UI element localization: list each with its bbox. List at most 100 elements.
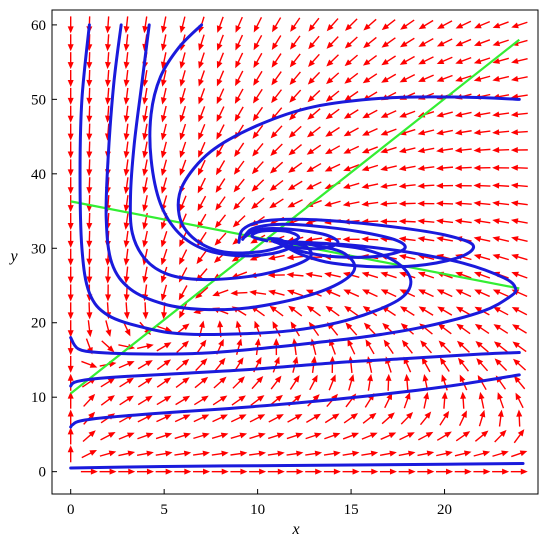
field-arrow-head xyxy=(478,391,485,400)
field-arrow-head xyxy=(370,432,378,439)
field-arrow-head xyxy=(420,340,428,348)
field-arrow-head xyxy=(436,182,444,189)
field-arrow xyxy=(492,200,510,207)
field-arrow xyxy=(380,110,397,118)
field-arrow xyxy=(214,214,227,229)
field-arrow xyxy=(454,147,472,154)
field-arrow-head xyxy=(161,312,168,320)
field-arrow-head xyxy=(108,450,117,457)
field-arrow xyxy=(417,129,435,136)
field-arrow xyxy=(343,289,360,298)
field-arrow xyxy=(288,305,303,317)
field-arrow-head xyxy=(436,236,444,243)
field-arrow-head xyxy=(160,186,167,194)
field-arrow xyxy=(363,36,377,49)
field-arrow xyxy=(251,179,265,192)
field-arrow xyxy=(142,195,149,212)
field-arrow-head xyxy=(306,183,314,190)
field-arrow-head xyxy=(361,165,370,172)
field-arrow xyxy=(137,432,154,440)
field-arrow xyxy=(287,180,303,191)
field-arrow xyxy=(343,413,359,424)
field-arrow xyxy=(362,289,378,298)
field-arrow-head xyxy=(445,450,453,457)
field-arrow-head xyxy=(251,202,259,210)
field-arrow-head xyxy=(290,42,297,50)
field-arrow-head xyxy=(473,129,481,136)
field-arrow xyxy=(380,165,397,172)
field-arrow-head xyxy=(107,345,115,353)
field-arrow-head xyxy=(439,357,447,365)
field-arrow xyxy=(156,377,172,388)
field-arrow-head xyxy=(381,41,389,48)
field-arrow-head xyxy=(455,40,464,47)
field-arrow-head xyxy=(270,148,278,157)
field-arrow-head xyxy=(67,26,74,34)
field-arrow xyxy=(123,52,130,70)
field-arrow-head xyxy=(123,312,130,320)
field-arrow-head xyxy=(361,271,370,278)
field-arrow-head xyxy=(200,358,208,366)
field-arrow xyxy=(379,450,397,457)
field-arrow xyxy=(267,468,285,475)
field-arrow-head xyxy=(399,271,407,278)
field-arrow-head xyxy=(86,133,93,141)
field-arrow xyxy=(436,56,453,64)
field-arrow-head xyxy=(86,97,93,105)
field-arrow-head xyxy=(436,111,444,118)
field-arrow-head xyxy=(236,338,243,346)
field-arrow-head xyxy=(276,432,285,439)
field-arrow-head xyxy=(88,411,96,419)
field-arrow-head xyxy=(464,468,472,475)
field-arrow-head xyxy=(160,293,167,302)
field-arrow-head xyxy=(160,79,167,87)
field-arrow-head xyxy=(89,450,97,456)
field-arrow-head xyxy=(268,289,276,296)
field-arrow-head xyxy=(214,220,222,229)
field-arrow xyxy=(119,395,134,406)
field-arrow xyxy=(251,375,264,390)
field-arrow-head xyxy=(493,341,502,348)
field-arrow xyxy=(253,70,263,86)
field-arrow-head xyxy=(142,150,149,159)
field-arrow-head xyxy=(323,236,332,243)
field-arrow-head xyxy=(198,96,204,105)
field-arrow-head xyxy=(502,468,510,475)
field-arrow-head xyxy=(362,76,371,84)
field-arrow-head xyxy=(313,413,322,420)
field-arrow xyxy=(307,90,321,103)
field-arrow xyxy=(436,74,453,82)
field-arrow-head xyxy=(363,41,371,49)
field-arrow-head xyxy=(160,150,167,159)
field-arrow-head xyxy=(197,185,204,194)
field-arrow xyxy=(82,430,96,443)
field-arrow xyxy=(268,414,284,423)
field-arrow-head xyxy=(216,60,223,69)
field-arrow-head xyxy=(325,130,333,137)
field-arrow-head xyxy=(342,183,351,190)
field-arrow xyxy=(398,165,416,172)
field-arrow-head xyxy=(126,395,134,402)
field-arrow-head xyxy=(163,377,172,384)
field-arrow xyxy=(287,413,303,423)
field-arrow xyxy=(156,359,172,371)
field-arrow xyxy=(455,431,471,442)
trajectory-curve xyxy=(69,373,521,429)
field-arrow-head xyxy=(253,96,260,104)
field-arrow xyxy=(160,159,168,177)
field-arrow xyxy=(492,236,510,242)
field-arrow-head xyxy=(315,468,323,475)
field-arrow-head xyxy=(86,62,93,70)
field-arrow xyxy=(67,159,74,177)
field-arrow xyxy=(492,111,510,118)
field-arrow-head xyxy=(182,395,191,402)
field-arrow xyxy=(344,305,359,317)
field-arrow-head xyxy=(142,97,149,105)
field-arrow xyxy=(305,450,323,457)
field-arrow xyxy=(342,182,360,190)
field-arrow-head xyxy=(492,58,500,64)
field-arrow-head xyxy=(270,131,278,139)
field-arrow xyxy=(513,429,525,444)
field-arrow-head xyxy=(510,75,519,82)
field-arrow xyxy=(198,88,206,105)
